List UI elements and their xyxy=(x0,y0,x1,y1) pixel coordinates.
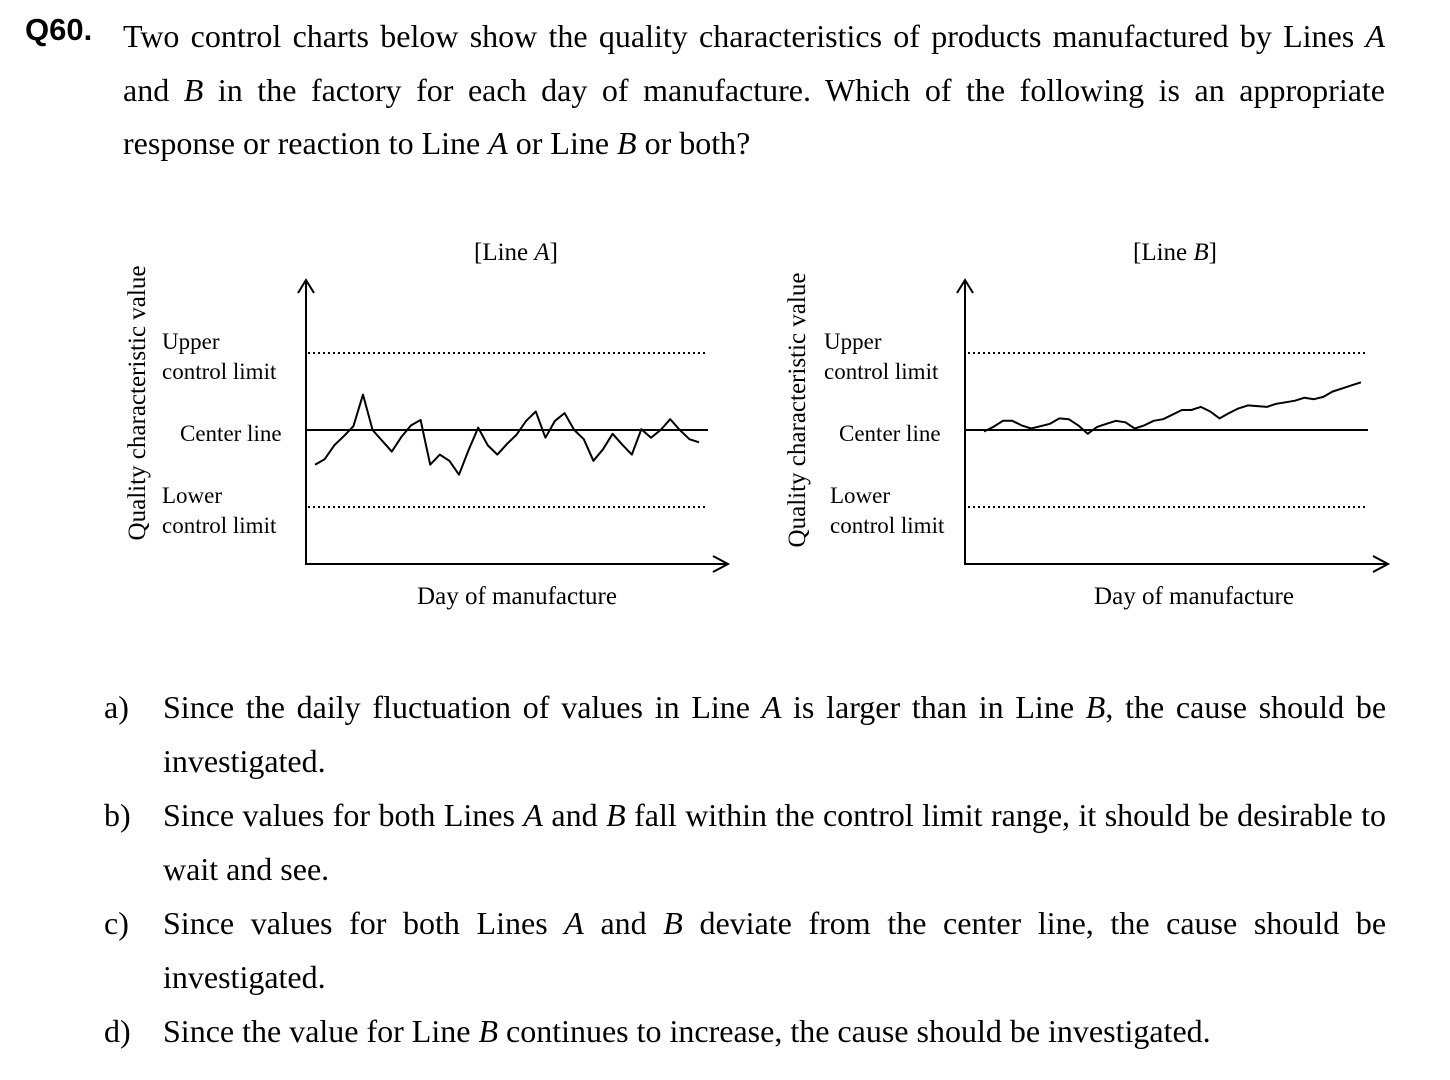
chart-b-center-label: Center line xyxy=(839,421,941,446)
chart-a-lcl-label: Lower control limit xyxy=(162,483,277,538)
option-d-text: Since the value for Line B continues to … xyxy=(163,1013,1211,1049)
question-text: Two control charts below show the qualit… xyxy=(123,18,1386,161)
chart-a-ucl-label: Upper control limit xyxy=(162,329,277,384)
chart-b-ylabel: Quality characteristic value xyxy=(784,273,811,548)
chart-b-ucl-label-line1: Upper xyxy=(824,329,882,354)
chart-b-title: [Line B] xyxy=(1133,239,1217,266)
chart-line-b: [Line B] Quality characteristic value Up… xyxy=(784,239,1391,610)
option-d-label: d) xyxy=(104,1013,131,1049)
option-c[interactable]: c) Since values for both Lines A and B d… xyxy=(104,896,1386,1004)
option-b-label: b) xyxy=(104,797,131,833)
chart-line-a: [Line A] Quality characteristic value Up… xyxy=(124,239,731,610)
chart-b-y-arrow xyxy=(956,278,974,294)
chart-a-lcl-label-line1: Lower xyxy=(162,483,222,508)
chart-a-ucl-label-line2: control limit xyxy=(162,359,277,384)
chart-a-x-arrow xyxy=(712,555,731,573)
chart-a-lcl-label-line2: control limit xyxy=(162,513,277,538)
chart-a-y-arrow xyxy=(297,278,315,294)
chart-b-ucl-label: Upper control limit xyxy=(824,329,939,384)
chart-b-x-arrow xyxy=(1372,555,1391,573)
option-a-label: a) xyxy=(104,689,129,725)
option-a[interactable]: a) Since the daily fluctuation of values… xyxy=(104,680,1386,788)
chart-a-xlabel: Day of manufacture xyxy=(417,583,617,610)
option-b-text: Since values for both Lines A and B fall… xyxy=(163,797,1387,887)
question-number: Q60. xyxy=(25,12,93,47)
chart-b-xlabel: Day of manufacture xyxy=(1094,583,1294,610)
chart-a-center-label: Center line xyxy=(180,421,282,446)
option-a-text: Since the daily fluctuation of values in… xyxy=(163,689,1387,779)
option-d[interactable]: d) Since the value for Line B continues … xyxy=(104,1004,1386,1058)
chart-b-ucl-label-line2: control limit xyxy=(824,359,939,384)
chart-b-lcl-label: Lower control limit xyxy=(830,483,945,538)
chart-b-lcl-label-line2: control limit xyxy=(830,513,945,538)
option-c-label: c) xyxy=(104,905,129,941)
chart-a-title: [Line A] xyxy=(474,239,558,266)
chart-a-ylabel: Quality characteristic value xyxy=(124,266,151,541)
option-c-text: Since values for both Lines A and B devi… xyxy=(163,905,1387,995)
chart-a-series-line xyxy=(314,393,700,476)
chart-b-lcl-label-line1: Lower xyxy=(830,483,890,508)
chart-b-series-line xyxy=(983,381,1362,435)
option-b[interactable]: b) Since values for both Lines A and B f… xyxy=(104,788,1386,896)
control-charts: [Line A] Quality characteristic value Up… xyxy=(0,225,1450,625)
chart-a-ucl-label-line1: Upper xyxy=(162,329,220,354)
control-charts-svg: [Line A] Quality characteristic value Up… xyxy=(124,239,1391,610)
